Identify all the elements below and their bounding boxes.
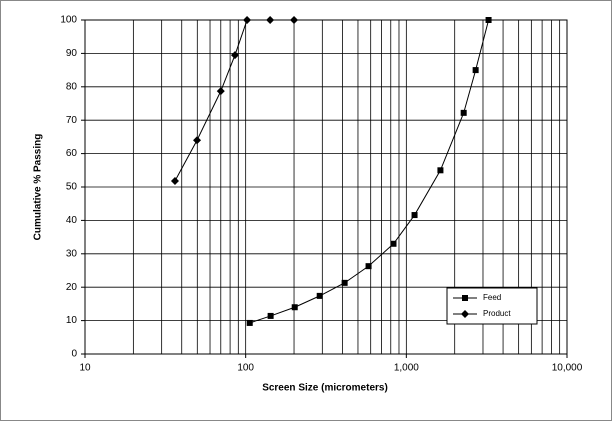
series-line [249,19,490,324]
marker [243,16,252,24]
y-tick-label: 100 [60,15,77,26]
x-tick-label: 100 [237,363,254,374]
marker [266,16,275,24]
y-tick-label: 80 [66,81,78,92]
y-tick-label: 50 [66,182,78,193]
legend-box [446,287,538,325]
marker [365,263,372,270]
marker [341,279,348,286]
legend-marker [462,295,468,301]
marker [170,176,179,185]
y-tick-label: 10 [66,315,78,326]
y-tick-label: 70 [66,115,78,126]
y-tick-label: 90 [66,48,78,59]
y-axis-label: Cumulative % Passing [33,134,44,241]
marker [290,16,299,24]
marker [193,136,202,145]
legend-label: Feed [483,293,501,302]
marker [472,67,479,74]
y-tick-label: 40 [66,215,78,226]
x-tick-label: 10,000 [552,363,583,374]
marker [246,319,253,326]
marker [267,312,274,319]
marker [291,304,298,311]
legend-label: Product [483,309,511,318]
marker [216,87,225,96]
legend-marker [461,310,469,318]
marker [390,240,397,247]
x-tick-label: 1,000 [394,363,419,374]
marker [485,17,492,23]
marker [316,292,323,299]
marker [460,109,467,116]
marker [230,51,239,60]
x-axis-label: Screen Size (micrometers) [262,383,388,394]
y-tick-label: 30 [66,248,78,259]
marker [411,212,418,219]
x-tick-label: 10 [79,363,91,374]
y-tick-label: 20 [66,282,78,293]
marker [437,167,444,174]
y-tick-label: 60 [66,148,78,159]
y-tick-label: 0 [71,349,77,360]
plot-area [84,19,568,355]
